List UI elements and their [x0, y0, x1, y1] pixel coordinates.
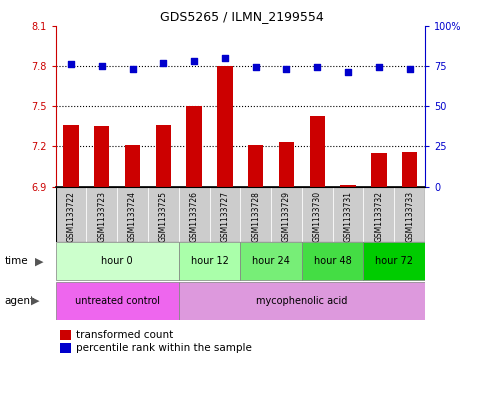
- Bar: [63, 125, 79, 187]
- Text: agent: agent: [5, 296, 35, 306]
- Text: GSM1133733: GSM1133733: [405, 191, 414, 242]
- Text: GSM1133728: GSM1133728: [251, 191, 260, 242]
- Point: [190, 58, 198, 64]
- Bar: [302, 187, 333, 242]
- Bar: [56, 187, 86, 242]
- Bar: [402, 152, 417, 187]
- Text: GSM1133722: GSM1133722: [67, 191, 75, 242]
- Bar: [56, 282, 179, 320]
- Text: GSM1133725: GSM1133725: [159, 191, 168, 242]
- Text: time: time: [5, 256, 28, 266]
- Text: untreated control: untreated control: [75, 296, 159, 306]
- Point: [252, 64, 259, 71]
- Text: GSM1133731: GSM1133731: [343, 191, 353, 242]
- Bar: [364, 187, 394, 242]
- Point: [128, 66, 136, 72]
- Bar: [156, 125, 171, 187]
- Text: GSM1133724: GSM1133724: [128, 191, 137, 242]
- Text: GSM1133727: GSM1133727: [220, 191, 229, 242]
- Bar: [217, 66, 233, 187]
- Bar: [117, 187, 148, 242]
- Bar: [240, 187, 271, 242]
- Bar: [333, 187, 364, 242]
- Bar: [364, 242, 425, 280]
- Text: hour 0: hour 0: [101, 256, 133, 266]
- Text: GSM1133723: GSM1133723: [97, 191, 106, 242]
- Text: GSM1133726: GSM1133726: [190, 191, 199, 242]
- Bar: [148, 187, 179, 242]
- Bar: [210, 187, 240, 242]
- Text: percentile rank within the sample: percentile rank within the sample: [76, 343, 252, 353]
- Text: hour 72: hour 72: [375, 256, 413, 266]
- Point: [283, 66, 290, 72]
- Text: GSM1133732: GSM1133732: [374, 191, 384, 242]
- Bar: [86, 187, 117, 242]
- Bar: [341, 185, 356, 187]
- Text: hour 48: hour 48: [314, 256, 352, 266]
- Bar: [179, 187, 210, 242]
- Point: [344, 69, 352, 75]
- Point: [98, 62, 106, 69]
- Bar: [125, 145, 140, 187]
- Point: [221, 55, 229, 61]
- Point: [375, 64, 383, 71]
- Point: [313, 64, 321, 71]
- Text: hour 24: hour 24: [252, 256, 290, 266]
- Text: GSM1133730: GSM1133730: [313, 191, 322, 242]
- Text: GDS5265 / ILMN_2199554: GDS5265 / ILMN_2199554: [159, 10, 324, 23]
- Bar: [240, 242, 302, 280]
- Text: GSM1133729: GSM1133729: [282, 191, 291, 242]
- Bar: [371, 153, 386, 187]
- Bar: [310, 116, 325, 187]
- Bar: [186, 106, 202, 187]
- Point: [406, 66, 413, 72]
- Bar: [94, 126, 110, 187]
- Bar: [179, 242, 240, 280]
- Bar: [279, 142, 294, 187]
- Bar: [56, 242, 179, 280]
- Text: ▶: ▶: [35, 256, 43, 266]
- Point: [67, 61, 75, 67]
- Bar: [179, 282, 425, 320]
- Bar: [302, 242, 364, 280]
- Text: mycophenolic acid: mycophenolic acid: [256, 296, 348, 306]
- Text: ▶: ▶: [31, 296, 40, 306]
- Bar: [248, 145, 263, 187]
- Point: [159, 59, 167, 66]
- Text: transformed count: transformed count: [76, 330, 173, 340]
- Bar: [271, 187, 302, 242]
- Bar: [394, 187, 425, 242]
- Text: hour 12: hour 12: [191, 256, 228, 266]
